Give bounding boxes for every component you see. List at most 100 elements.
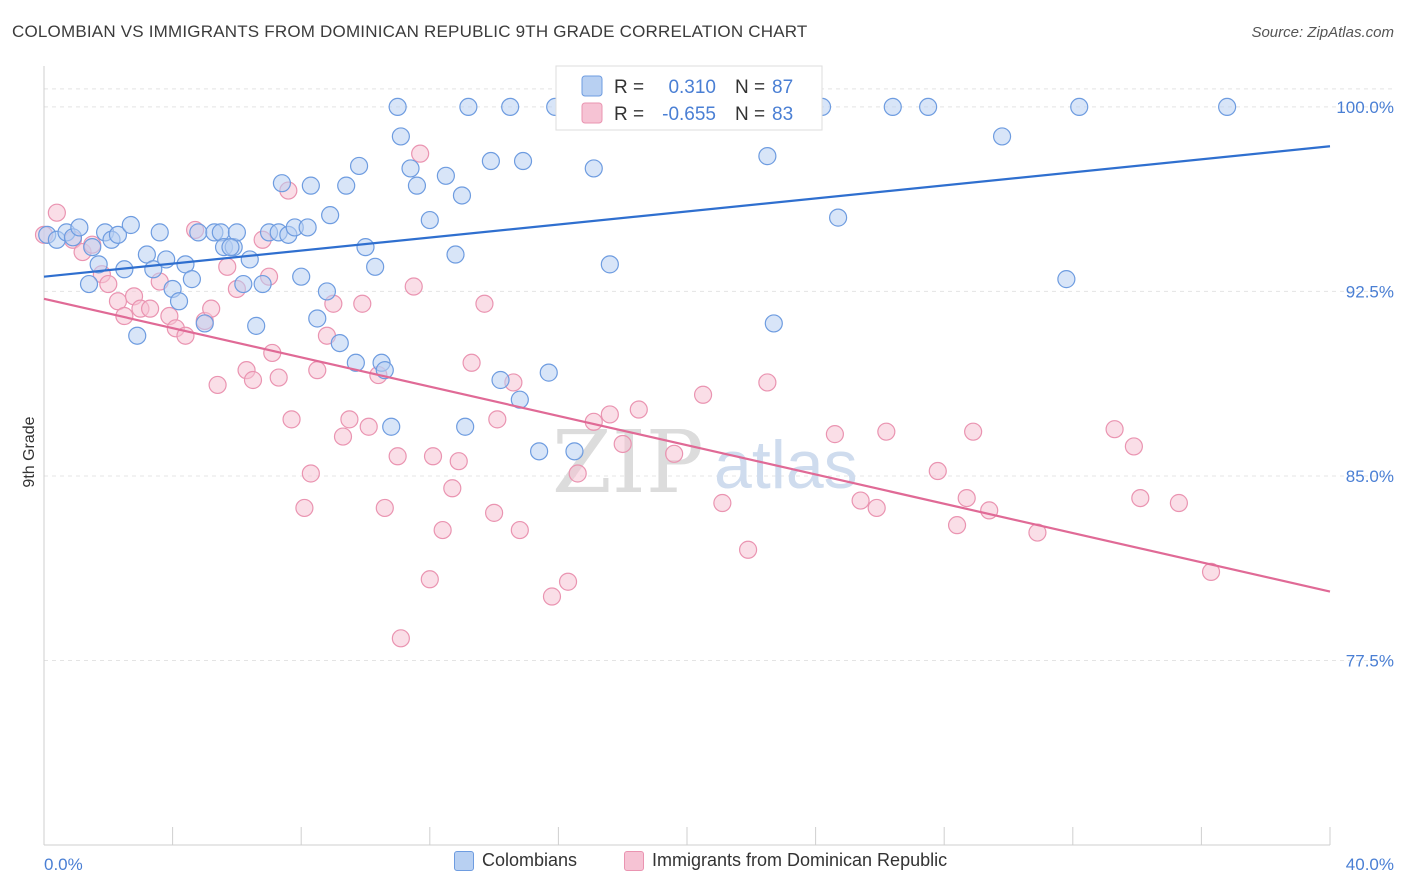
point-dominican bbox=[340, 410, 359, 429]
point-colombians bbox=[883, 97, 902, 117]
x-tick-label-min: 0.0% bbox=[44, 855, 83, 874]
point-dominican bbox=[353, 294, 372, 313]
point-dominican bbox=[957, 488, 976, 508]
point-dominican bbox=[420, 570, 439, 589]
trend-line-dominican bbox=[43, 297, 1331, 593]
point-dominican bbox=[359, 417, 378, 436]
legend-n-value-1: 87 bbox=[772, 77, 793, 98]
point-colombians bbox=[83, 238, 102, 257]
legend-n-label-1: N = bbox=[735, 77, 765, 98]
point-colombians bbox=[391, 127, 410, 146]
point-colombians bbox=[513, 151, 533, 171]
point-dominican bbox=[449, 452, 468, 471]
point-colombians bbox=[221, 238, 240, 257]
stats-legend: R = 0.310 N = 87 R = -0.655 N = 83 bbox=[555, 65, 823, 131]
y-tick-label: 85.0% bbox=[1346, 467, 1394, 486]
data-points bbox=[34, 97, 1237, 648]
point-colombians bbox=[584, 159, 603, 178]
point-colombians bbox=[121, 215, 140, 235]
legend-swatch-blue bbox=[454, 850, 474, 871]
point-dominican bbox=[1131, 488, 1150, 508]
point-dominican bbox=[1124, 437, 1143, 456]
legend-swatch-pink bbox=[624, 850, 644, 871]
point-dominican bbox=[99, 274, 118, 294]
point-dominican bbox=[282, 410, 301, 429]
point-colombians bbox=[150, 223, 169, 242]
point-colombians bbox=[456, 417, 475, 436]
axes bbox=[43, 66, 1331, 846]
point-dominican bbox=[140, 299, 160, 318]
point-colombians bbox=[240, 250, 259, 269]
point-colombians bbox=[234, 274, 253, 294]
legend-r-label-2: R = bbox=[614, 104, 644, 125]
point-colombians bbox=[330, 333, 349, 353]
point-colombians bbox=[189, 223, 208, 242]
point-colombians bbox=[420, 210, 439, 230]
point-colombians bbox=[530, 442, 549, 461]
legend-item-dominican: Immigrants from Dominican Republic bbox=[624, 850, 947, 871]
point-colombians bbox=[436, 166, 455, 185]
y-tick-label: 100.0% bbox=[1336, 98, 1394, 117]
point-dominican bbox=[738, 540, 758, 559]
point-dominican bbox=[693, 385, 713, 404]
legend-label-dominican: Immigrants from Dominican Republic bbox=[652, 850, 948, 870]
point-colombians bbox=[108, 225, 128, 244]
point-colombians bbox=[301, 176, 320, 195]
point-colombians bbox=[1218, 97, 1237, 117]
legend-n-value-2: 83 bbox=[772, 104, 793, 125]
chart-title: COLOMBIAN VS IMMIGRANTS FROM DOMINICAN R… bbox=[12, 22, 808, 41]
point-dominican bbox=[404, 277, 423, 296]
point-dominican bbox=[443, 479, 462, 498]
point-dominican bbox=[1169, 493, 1188, 513]
point-colombians bbox=[70, 218, 89, 237]
point-colombians bbox=[317, 282, 337, 301]
point-dominican bbox=[928, 461, 947, 481]
point-colombians bbox=[446, 245, 465, 264]
legend-item-colombians: Colombians bbox=[454, 850, 577, 871]
point-colombians bbox=[247, 316, 266, 335]
point-dominican bbox=[269, 368, 288, 387]
point-dominican bbox=[510, 520, 529, 540]
y-tick-labels: 77.5% 85.0% 92.5% 100.0% bbox=[1336, 98, 1394, 671]
point-dominican bbox=[867, 498, 886, 518]
point-dominican bbox=[877, 422, 896, 441]
point-colombians bbox=[1057, 270, 1076, 289]
legend-r-value-2: -0.655 bbox=[662, 104, 716, 125]
legend-label-colombians: Colombians bbox=[482, 850, 578, 870]
trend-lines bbox=[43, 145, 1331, 593]
point-colombians bbox=[308, 309, 327, 328]
point-colombians bbox=[195, 314, 214, 333]
point-dominican bbox=[333, 427, 353, 446]
point-dominican bbox=[665, 444, 684, 463]
point-colombians bbox=[253, 274, 272, 294]
point-dominican bbox=[411, 144, 430, 163]
point-dominican bbox=[758, 373, 777, 392]
bottom-legend: Colombians Immigrants from Dominican Rep… bbox=[0, 850, 1406, 880]
point-colombians bbox=[382, 417, 401, 436]
point-dominican bbox=[629, 400, 648, 419]
point-dominican bbox=[475, 294, 494, 313]
x-tick-label-max: 40.0% bbox=[1346, 855, 1394, 874]
point-dominican bbox=[243, 370, 263, 390]
point-colombians bbox=[919, 97, 938, 117]
point-dominican bbox=[485, 503, 504, 522]
point-colombians bbox=[992, 127, 1012, 146]
point-colombians bbox=[452, 186, 472, 205]
point-dominican bbox=[568, 464, 587, 483]
point-colombians bbox=[1070, 97, 1089, 117]
point-dominican bbox=[433, 520, 452, 540]
point-dominican bbox=[218, 257, 237, 276]
point-colombians bbox=[600, 255, 619, 274]
point-colombians bbox=[79, 274, 99, 294]
point-colombians bbox=[292, 267, 311, 286]
legend-r-value-1: 0.310 bbox=[668, 77, 716, 98]
point-colombians bbox=[459, 97, 478, 117]
point-colombians bbox=[407, 176, 427, 195]
point-dominican bbox=[542, 587, 562, 606]
point-colombians bbox=[272, 174, 292, 193]
point-colombians bbox=[758, 147, 777, 166]
legend-swatch-colombians bbox=[581, 75, 603, 97]
point-dominican bbox=[208, 375, 227, 395]
point-colombians bbox=[539, 363, 558, 382]
